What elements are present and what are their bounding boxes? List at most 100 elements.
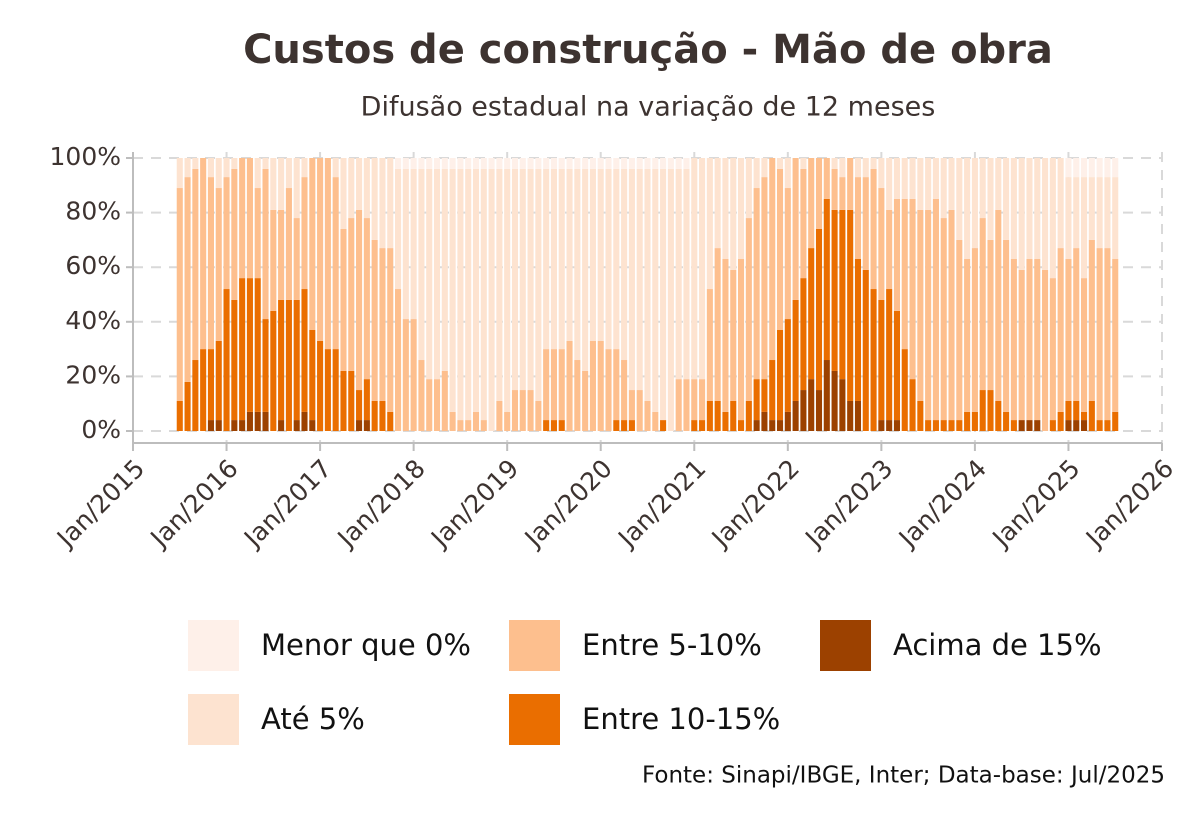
bar-segment: [909, 379, 916, 431]
bar-segment: [395, 158, 402, 169]
bar-segment: [1073, 420, 1080, 431]
bar-segment: [589, 168, 596, 341]
bar-segment: [1081, 177, 1088, 279]
bar-segment: [504, 411, 511, 431]
bar-segment: [932, 158, 939, 199]
bar-segment: [402, 319, 409, 431]
bar-segment: [1018, 158, 1025, 270]
bar-segment: [738, 259, 745, 421]
bar-segment: [535, 168, 542, 401]
y-tick-label: 40%: [65, 306, 121, 335]
bar-segment: [293, 420, 300, 431]
bar-segment: [426, 168, 433, 380]
bar-segment: [660, 168, 667, 421]
bar-segment: [706, 158, 713, 290]
bar-segment: [254, 188, 261, 279]
bar-segment: [808, 248, 815, 380]
bar-segment: [1003, 239, 1010, 412]
bar-segment: [971, 411, 978, 431]
bar-segment: [964, 158, 971, 260]
bar-segment: [1026, 259, 1033, 421]
bar-segment: [792, 158, 799, 300]
bar-segment: [535, 158, 542, 169]
legend-label: Entre 10-15%: [582, 702, 780, 736]
bar-segment: [410, 168, 417, 320]
bar-segment: [550, 420, 557, 431]
bar-segment: [418, 360, 425, 431]
bar-segment: [441, 168, 448, 371]
bar-segment: [792, 299, 799, 401]
bar-segment: [246, 158, 253, 279]
bar-segment: [613, 158, 620, 169]
bar-segment: [854, 158, 862, 178]
bar-segment: [433, 379, 441, 431]
bar-segment: [1065, 259, 1072, 401]
bar-segment: [480, 420, 487, 431]
bar-segment: [761, 411, 768, 431]
bar-segment: [1104, 158, 1111, 178]
bar-segment: [527, 390, 534, 431]
bar-segment: [1073, 177, 1080, 249]
bar-segment: [488, 168, 495, 432]
bar-segment: [886, 289, 893, 421]
bar-segment: [192, 360, 199, 431]
bar-segment: [293, 218, 300, 300]
bar-segment: [231, 420, 238, 431]
bar-segment: [441, 370, 448, 431]
bar-segment: [348, 370, 355, 431]
bar-segment: [558, 349, 565, 421]
bar-segment: [184, 381, 191, 431]
legend-label: Acima de 15%: [893, 628, 1102, 662]
bar-segment: [769, 360, 776, 421]
bar-segment: [644, 168, 651, 401]
bar-segment: [418, 158, 425, 169]
bar-segment: [231, 158, 238, 169]
bar-segment: [901, 349, 908, 431]
bar-segment: [582, 168, 589, 371]
bar-segment: [465, 158, 472, 169]
bar-segment: [847, 209, 854, 401]
bar-segment: [628, 390, 635, 421]
bar-segment: [278, 158, 285, 210]
bar-segment: [800, 158, 807, 169]
bar-segment: [621, 420, 628, 431]
bar-segment: [317, 340, 324, 431]
bar-segment: [745, 158, 752, 219]
bar-segment: [363, 218, 370, 380]
bar-segment: [932, 198, 939, 421]
bar-segment: [543, 420, 550, 431]
bar-segment: [1026, 420, 1033, 431]
bar-segment: [714, 158, 721, 249]
bar-segment: [1104, 420, 1111, 431]
x-tick-label: Jan/2023: [798, 454, 898, 554]
bar-segment: [964, 259, 971, 412]
bar-segment: [574, 158, 581, 169]
bar-segment: [971, 248, 978, 412]
bar-segment: [878, 299, 885, 421]
bar-segment: [511, 168, 519, 391]
bar-segment: [628, 420, 635, 431]
bar-segment: [1096, 248, 1103, 421]
bar-segment: [893, 310, 900, 421]
bar-segment: [995, 209, 1002, 401]
chart-title: Custos de construção - Mão de obra: [243, 27, 1053, 73]
bar-segment: [815, 228, 823, 391]
bar-segment: [870, 168, 877, 290]
bar-segment: [465, 420, 472, 431]
bar-segment: [402, 158, 409, 169]
bar-segment: [776, 158, 784, 169]
bar-segment: [691, 420, 698, 431]
bar-segment: [714, 400, 721, 431]
bar-segment: [932, 420, 939, 431]
bar-segment: [745, 400, 752, 431]
bar-segment: [519, 158, 526, 169]
bar-segment: [987, 390, 994, 431]
bar-segment: [566, 168, 573, 341]
bar-segment: [402, 168, 409, 320]
bar-segment: [254, 158, 261, 189]
bar-segment: [340, 228, 347, 371]
bar-segment: [254, 411, 261, 431]
bar-segment: [823, 198, 830, 361]
bar-segment: [636, 158, 643, 169]
